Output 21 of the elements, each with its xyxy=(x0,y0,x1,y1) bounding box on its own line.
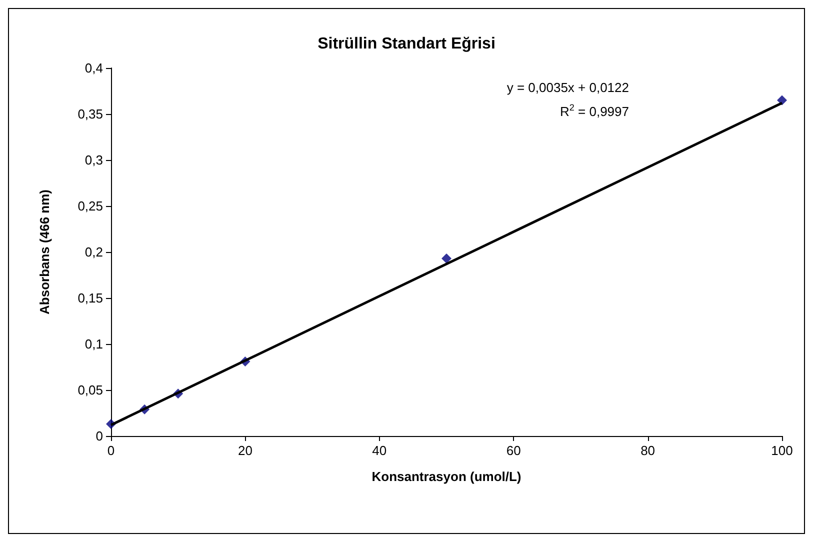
x-tick-label: 40 xyxy=(372,443,387,458)
chart-title: Sitrüllin Standart Eğrisi xyxy=(318,36,496,52)
y-tick-label: 0,3 xyxy=(84,152,103,168)
y-tick-label: 0,4 xyxy=(84,60,103,76)
x-tick-label: 20 xyxy=(238,443,252,458)
point xyxy=(777,95,787,106)
y-tick-label: 0,05 xyxy=(78,382,103,398)
x-tick-label: 60 xyxy=(506,443,521,458)
y-tick-label: 0,35 xyxy=(78,106,103,122)
annotation: y = 0,0035x + 0,0122 xyxy=(506,80,629,95)
y-tick-label: 0,25 xyxy=(78,198,103,214)
x-axis-title: Konsantrasyon (umol/L) xyxy=(372,469,522,484)
x-tick-label: 80 xyxy=(640,443,656,458)
y-tick-label: 0 xyxy=(96,428,103,444)
y-tick-label: 0,1 xyxy=(84,336,103,352)
y-tick-label: 0,2 xyxy=(84,244,103,260)
y-axis-title: Absorbans (466 nm) xyxy=(37,190,52,314)
point xyxy=(442,253,452,264)
x-tick-label: 100 xyxy=(771,443,793,458)
x-tick-label: 0 xyxy=(107,443,115,458)
y-tick-label: 0,15 xyxy=(78,290,103,306)
